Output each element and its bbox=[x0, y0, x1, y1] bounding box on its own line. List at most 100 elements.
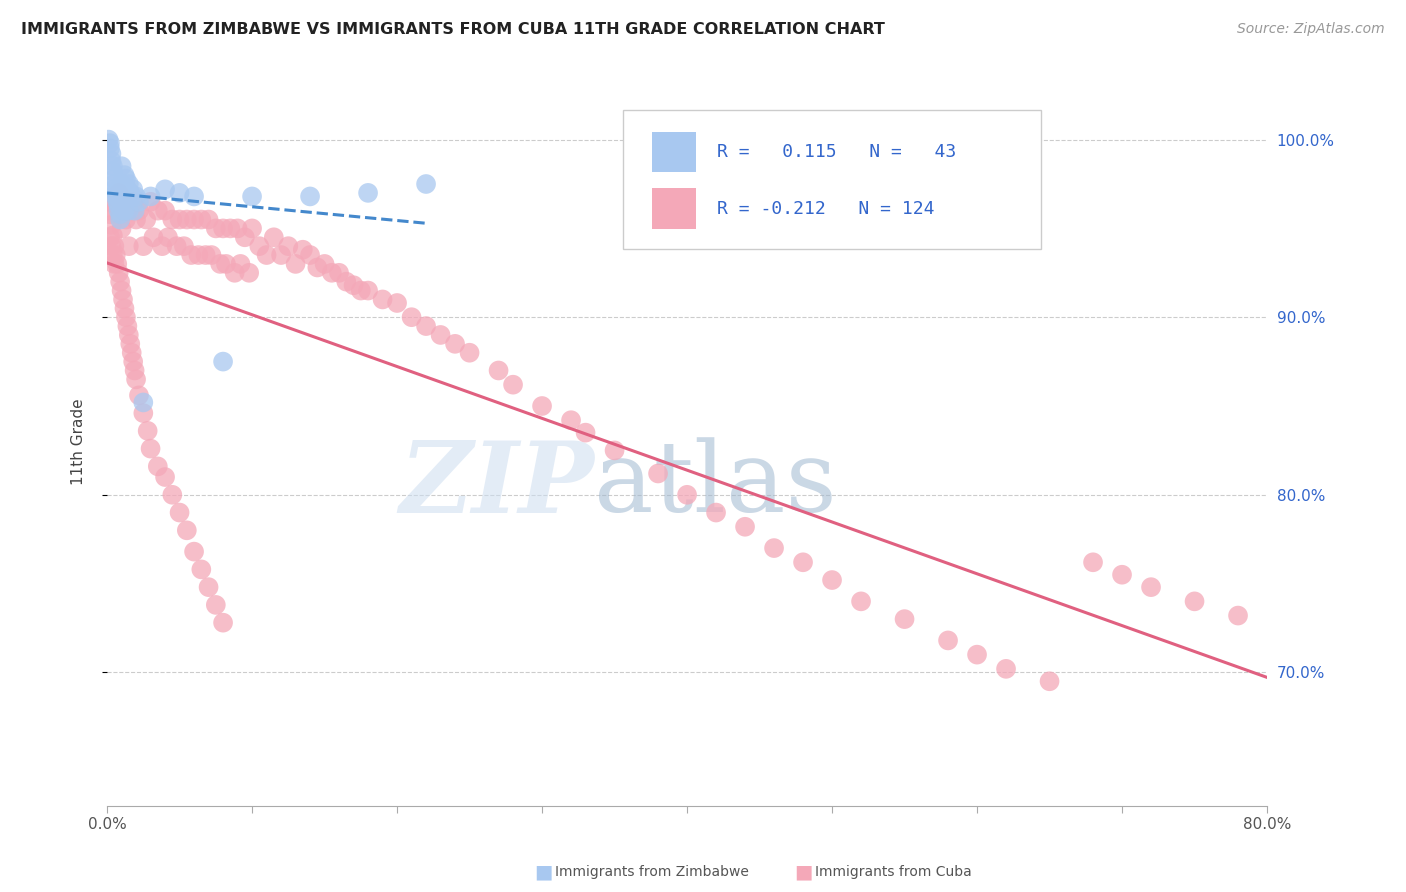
Point bbox=[124, 203, 146, 218]
Point bbox=[676, 488, 699, 502]
Point bbox=[114, 168, 136, 182]
Point bbox=[190, 212, 212, 227]
Point bbox=[132, 239, 155, 253]
Point bbox=[103, 177, 125, 191]
Point bbox=[371, 293, 394, 307]
Point bbox=[197, 212, 219, 227]
Point bbox=[122, 182, 145, 196]
FancyBboxPatch shape bbox=[623, 111, 1040, 249]
Point bbox=[128, 194, 150, 209]
FancyBboxPatch shape bbox=[652, 188, 696, 228]
Point bbox=[342, 278, 364, 293]
Point bbox=[97, 194, 120, 209]
Point bbox=[114, 194, 136, 209]
Text: ■: ■ bbox=[534, 863, 553, 882]
Point bbox=[132, 406, 155, 420]
Point bbox=[101, 164, 124, 178]
Point bbox=[212, 221, 235, 235]
Point bbox=[105, 194, 128, 209]
Point bbox=[103, 257, 125, 271]
Point bbox=[415, 177, 437, 191]
Point bbox=[1184, 594, 1206, 608]
Point bbox=[204, 221, 226, 235]
Point bbox=[1081, 555, 1104, 569]
Point bbox=[429, 328, 451, 343]
Point bbox=[108, 275, 131, 289]
Point bbox=[117, 203, 139, 218]
Point bbox=[444, 336, 467, 351]
Point bbox=[125, 372, 148, 386]
Point bbox=[180, 248, 202, 262]
Point bbox=[105, 257, 128, 271]
Point bbox=[110, 194, 132, 209]
Point bbox=[277, 239, 299, 253]
Point bbox=[966, 648, 988, 662]
Point bbox=[173, 239, 195, 253]
Point bbox=[560, 413, 582, 427]
Point bbox=[183, 212, 205, 227]
Point bbox=[1038, 674, 1060, 689]
Point bbox=[156, 230, 179, 244]
Point bbox=[240, 189, 263, 203]
Point bbox=[893, 612, 915, 626]
Point bbox=[98, 207, 121, 221]
Point bbox=[1227, 608, 1250, 623]
Point bbox=[1111, 567, 1133, 582]
Point bbox=[350, 284, 373, 298]
Point bbox=[136, 424, 159, 438]
Text: atlas: atlas bbox=[595, 437, 837, 533]
Point bbox=[488, 363, 510, 377]
Point bbox=[224, 266, 246, 280]
Point bbox=[125, 212, 148, 227]
Point bbox=[100, 146, 122, 161]
Point bbox=[763, 541, 786, 555]
Point bbox=[100, 153, 122, 168]
Point bbox=[97, 133, 120, 147]
Point bbox=[574, 425, 596, 440]
Point bbox=[335, 275, 357, 289]
Point bbox=[291, 243, 314, 257]
Point bbox=[135, 212, 157, 227]
Point bbox=[121, 189, 143, 203]
Point bbox=[299, 189, 322, 203]
Point bbox=[162, 212, 184, 227]
Point bbox=[108, 212, 131, 227]
Point bbox=[118, 239, 141, 253]
Text: ZIP: ZIP bbox=[399, 437, 595, 533]
Point bbox=[197, 580, 219, 594]
Point bbox=[153, 470, 176, 484]
Point bbox=[233, 230, 256, 244]
Point bbox=[270, 248, 292, 262]
Point bbox=[104, 248, 127, 262]
Point bbox=[104, 189, 127, 203]
Point bbox=[146, 203, 169, 218]
Point bbox=[357, 186, 380, 200]
Point bbox=[284, 257, 307, 271]
Point bbox=[357, 284, 380, 298]
Text: R = -0.212   N = 124: R = -0.212 N = 124 bbox=[717, 200, 935, 218]
Point bbox=[176, 212, 198, 227]
Point bbox=[114, 203, 136, 218]
Point bbox=[128, 203, 150, 218]
Point bbox=[176, 524, 198, 538]
Point bbox=[169, 212, 191, 227]
Point bbox=[142, 230, 165, 244]
Point bbox=[122, 354, 145, 368]
Point bbox=[108, 203, 131, 218]
Point bbox=[107, 266, 129, 280]
Point bbox=[101, 248, 124, 262]
Point bbox=[115, 212, 138, 227]
Point bbox=[1140, 580, 1163, 594]
Point bbox=[146, 459, 169, 474]
Point bbox=[314, 257, 336, 271]
Point bbox=[307, 260, 329, 275]
Point bbox=[128, 388, 150, 402]
Point bbox=[103, 239, 125, 253]
Y-axis label: 11th Grade: 11th Grade bbox=[72, 398, 86, 485]
Point bbox=[103, 171, 125, 186]
Point bbox=[118, 328, 141, 343]
Point bbox=[117, 319, 139, 334]
Point bbox=[194, 248, 217, 262]
Point bbox=[256, 248, 278, 262]
Point bbox=[110, 177, 132, 191]
